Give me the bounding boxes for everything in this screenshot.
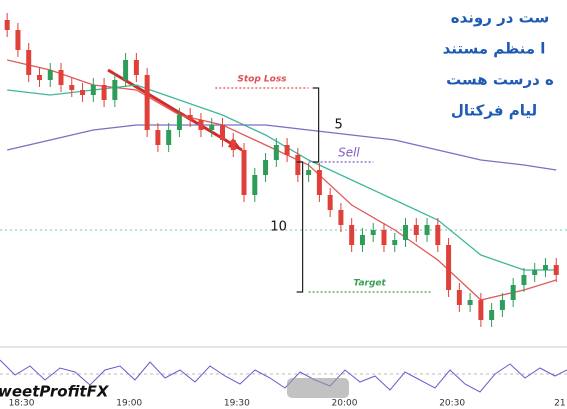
candle-body bbox=[15, 30, 21, 50]
candle-body bbox=[306, 170, 312, 175]
candle-body bbox=[187, 115, 193, 120]
candle-body bbox=[532, 270, 538, 275]
x-tick-label: 20:30 bbox=[439, 399, 465, 409]
candle-body bbox=[26, 50, 32, 75]
scrollbar[interactable] bbox=[287, 378, 349, 398]
watermark: weetProfitFX bbox=[0, 383, 110, 401]
candle-body bbox=[553, 265, 559, 275]
candle-body bbox=[542, 265, 548, 270]
candle-body bbox=[123, 60, 129, 80]
candle-body bbox=[101, 85, 107, 100]
x-tick-label: 20:00 bbox=[332, 399, 358, 409]
trend-arrow bbox=[107, 68, 243, 152]
candle-body bbox=[327, 195, 333, 210]
candle-body bbox=[219, 125, 225, 140]
oscillator-line bbox=[0, 359, 567, 393]
note-text: ا منظم مستند bbox=[443, 40, 546, 58]
candle-body bbox=[446, 245, 452, 290]
candle-body bbox=[133, 60, 139, 75]
x-tick-label: 21 bbox=[554, 399, 565, 409]
candle-body bbox=[58, 70, 64, 85]
candle-body bbox=[198, 120, 204, 130]
candle-body bbox=[338, 210, 344, 225]
candle-body bbox=[381, 230, 387, 245]
candle-body bbox=[155, 130, 161, 145]
candle-body bbox=[349, 225, 355, 245]
level-label: Target bbox=[353, 279, 386, 289]
bracket bbox=[312, 87, 320, 163]
candle-body bbox=[112, 80, 118, 100]
candle-body bbox=[241, 150, 247, 195]
candle-body bbox=[4, 20, 10, 30]
candle-body bbox=[36, 75, 42, 80]
x-tick-label: 18:30 bbox=[9, 399, 35, 409]
bracket-label: 10 bbox=[270, 220, 287, 235]
level-label: Stop Loss bbox=[237, 75, 287, 85]
candle-body bbox=[176, 115, 182, 130]
candle-body bbox=[413, 225, 419, 235]
candle-body bbox=[499, 300, 505, 310]
candle-body bbox=[144, 75, 150, 130]
bracket bbox=[296, 161, 304, 293]
candle-body bbox=[467, 300, 473, 305]
candle-body bbox=[489, 310, 495, 320]
note-text: لیام فرکتال bbox=[451, 102, 537, 120]
note-text: ست در رونده bbox=[451, 9, 550, 27]
candle-body bbox=[69, 85, 75, 90]
notes: ست در رونده ا منظم مستند ه درست هست لیام فر… bbox=[441, 7, 555, 121]
candle-body bbox=[435, 225, 441, 245]
candle-body bbox=[478, 300, 484, 320]
candle-body bbox=[252, 175, 258, 195]
candle-body bbox=[370, 230, 376, 235]
bracket-label: 5 bbox=[334, 118, 342, 133]
candle-body bbox=[209, 125, 215, 130]
candle-body bbox=[510, 285, 516, 300]
candle-body bbox=[295, 155, 301, 175]
candle-body bbox=[392, 240, 398, 245]
candle-body bbox=[456, 290, 462, 305]
candle-body bbox=[284, 145, 290, 155]
candle-body bbox=[521, 275, 527, 285]
x-tick-label: 19:30 bbox=[224, 399, 250, 409]
level-label: Sell bbox=[338, 146, 360, 160]
candle-body bbox=[166, 130, 172, 145]
candle-body bbox=[316, 170, 322, 195]
note-text: ه درست هست bbox=[446, 71, 554, 89]
x-tick-label: 19:00 bbox=[116, 399, 142, 409]
candle-body bbox=[403, 225, 409, 240]
candle-body bbox=[263, 160, 269, 175]
candle-body bbox=[47, 70, 53, 80]
candle-body bbox=[273, 145, 279, 160]
candle-body bbox=[424, 225, 430, 235]
candle-body bbox=[359, 235, 365, 245]
moving-average bbox=[7, 124, 557, 171]
candle-body bbox=[230, 140, 236, 150]
candle-body bbox=[80, 90, 86, 95]
candle-body bbox=[90, 85, 96, 95]
